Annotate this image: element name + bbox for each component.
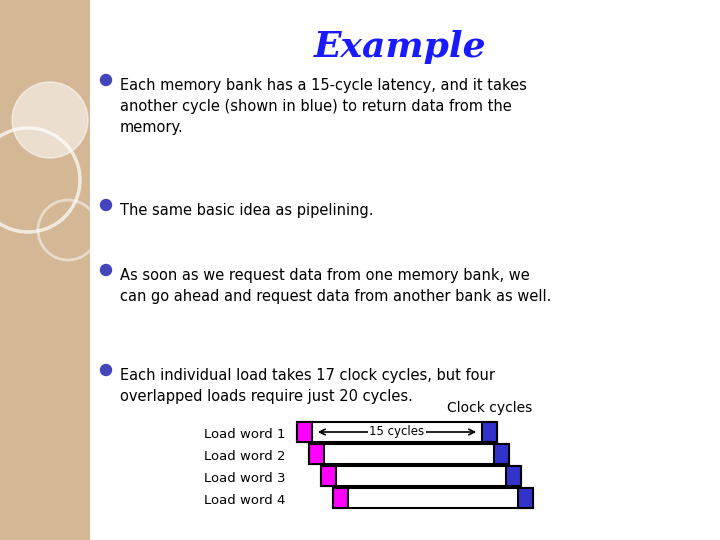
Circle shape: [101, 265, 112, 275]
Bar: [321, 466, 521, 486]
Bar: [0, 0, 90, 540]
Circle shape: [101, 199, 112, 211]
Bar: [321, 466, 336, 486]
Bar: [297, 422, 497, 442]
Text: As soon as we request data from one memory bank, we
can go ahead and request dat: As soon as we request data from one memo…: [120, 268, 552, 304]
Circle shape: [101, 364, 112, 375]
Text: Each memory bank has a 15-cycle latency, and it takes
another cycle (shown in bl: Each memory bank has a 15-cycle latency,…: [120, 78, 527, 135]
Bar: [482, 422, 497, 442]
Text: Load word 2: Load word 2: [204, 450, 285, 463]
Bar: [333, 488, 348, 508]
Bar: [333, 488, 533, 508]
Bar: [494, 444, 509, 464]
Bar: [297, 422, 312, 442]
Text: Load word 4: Load word 4: [204, 495, 285, 508]
Text: 15 cycles: 15 cycles: [369, 426, 425, 438]
Circle shape: [12, 82, 88, 158]
Bar: [309, 444, 324, 464]
Bar: [518, 488, 533, 508]
Bar: [506, 466, 521, 486]
Text: Clock cycles: Clock cycles: [447, 401, 533, 415]
Text: Example: Example: [314, 30, 486, 64]
Text: Each individual load takes 17 clock cycles, but four
overlapped loads require ju: Each individual load takes 17 clock cycl…: [120, 368, 495, 404]
Text: Load word 1: Load word 1: [204, 429, 285, 442]
Text: The same basic idea as pipelining.: The same basic idea as pipelining.: [120, 203, 374, 218]
Text: Load word 3: Load word 3: [204, 472, 285, 485]
Circle shape: [101, 75, 112, 85]
Bar: [309, 444, 509, 464]
